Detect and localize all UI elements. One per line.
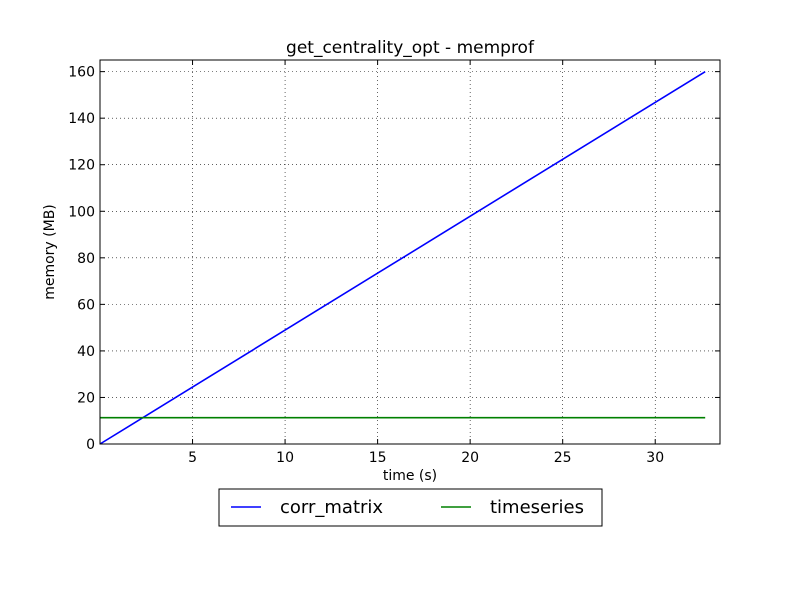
y-tick-label-60: 60 [77,297,95,313]
y-tick-label-20: 20 [77,390,95,406]
chart-title: get_centrality_opt - memprof [286,38,535,58]
grid-lines [100,60,720,444]
series-line-corr-matrix [99,70,706,445]
x-axis-label: time (s) [383,468,437,484]
y-tick-label-100: 100 [68,204,95,220]
x-tick-label-15: 15 [369,450,387,466]
y-tick-label-140: 140 [68,111,95,127]
y-tick-label-160: 160 [68,65,95,81]
series-lines [99,70,706,445]
y-axis-label: memory (MB) [42,204,58,300]
x-tick-label-10: 10 [276,450,294,466]
legend: corr_matrix timeseries [218,488,603,527]
x-tick-label-5: 5 [188,450,197,466]
x-tick-label-30: 30 [646,450,664,466]
axis-ticks [100,60,720,445]
plot-frame [99,59,721,445]
y-tick-labels: 0 20 40 60 80 100 120 140 160 [68,65,95,453]
y-tick-label-80: 80 [77,251,95,267]
legend-box [218,488,603,527]
legend-label-corr-matrix: corr_matrix [280,497,383,518]
x-tick-labels: 5 10 15 20 25 30 [188,450,664,466]
y-tick-label-0: 0 [86,437,95,453]
y-tick-label-40: 40 [77,344,95,360]
y-tick-label-120: 120 [68,158,95,174]
legend-label-timeseries: timeseries [490,497,584,518]
x-tick-label-25: 25 [554,450,572,466]
x-tick-label-20: 20 [461,450,479,466]
